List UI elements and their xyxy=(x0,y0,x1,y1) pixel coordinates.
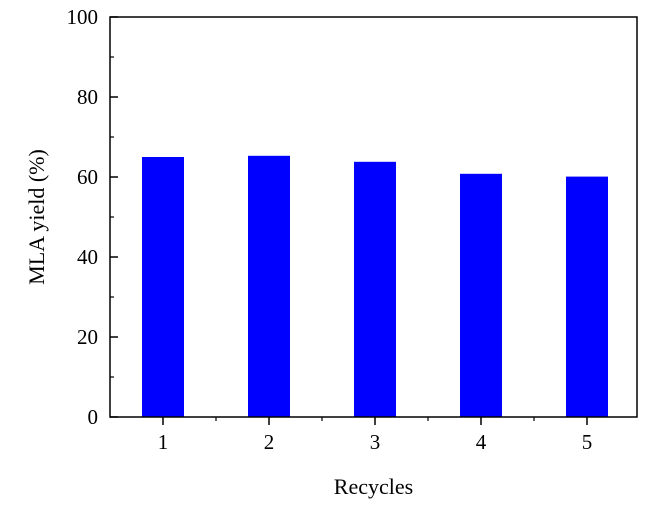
y-tick-label-20: 20 xyxy=(77,325,98,349)
x-axis-title: Recycles xyxy=(334,474,413,499)
y-tick-label-80: 80 xyxy=(77,85,98,109)
x-axis-ticks: 1 2 3 4 5 xyxy=(158,417,593,454)
bar-4 xyxy=(460,173,502,417)
x-tick-label-5: 5 xyxy=(582,430,593,454)
bar-5 xyxy=(566,176,608,417)
y-tick-label-0: 0 xyxy=(88,405,99,429)
x-tick-label-2: 2 xyxy=(264,430,275,454)
y-tick-label-60: 60 xyxy=(77,165,98,189)
y-axis-title: MLA yield (%) xyxy=(24,149,49,285)
x-tick-label-4: 4 xyxy=(476,430,487,454)
bar-3 xyxy=(354,161,396,417)
bar-1 xyxy=(142,157,184,417)
x-tick-label-3: 3 xyxy=(370,430,381,454)
bar-2 xyxy=(248,155,290,418)
x-tick-label-1: 1 xyxy=(158,430,169,454)
bars-group xyxy=(142,155,608,418)
y-tick-label-40: 40 xyxy=(77,245,98,269)
y-tick-label-100: 100 xyxy=(67,5,99,29)
y-axis-ticks: 0 20 40 60 80 100 xyxy=(67,5,118,429)
